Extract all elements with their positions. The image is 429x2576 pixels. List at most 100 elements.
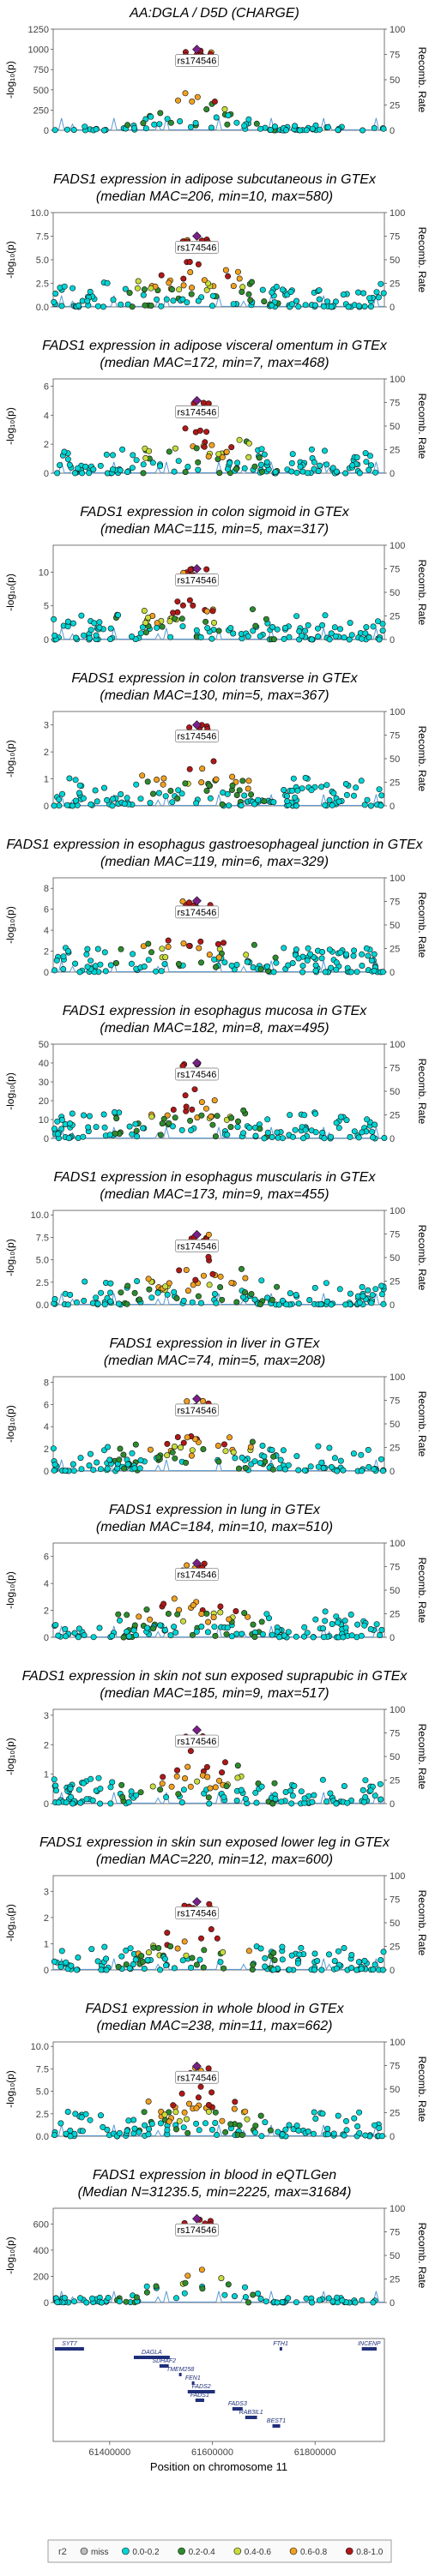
y-tick-label: 2.5 [36, 279, 49, 290]
snp-point [185, 1288, 190, 1293]
snp-point [148, 950, 154, 955]
snp-point [287, 634, 292, 639]
snp-point [371, 1967, 376, 1972]
y-axis-label: -log₁₀(p) [4, 1904, 16, 1942]
y-tick-label: 750 [33, 65, 49, 75]
snp-point [249, 279, 254, 285]
snp-point [157, 122, 162, 127]
snp-point [160, 1120, 165, 1126]
snp-point [173, 2127, 178, 2132]
snp-point [202, 2121, 208, 2126]
snp-point [226, 112, 231, 117]
gene-label: FADS3 [228, 2401, 247, 2407]
snp-point [87, 635, 92, 640]
snp-point [334, 1966, 339, 1971]
snp-point [80, 2129, 85, 2134]
snp-point [245, 786, 251, 791]
snp-point [95, 303, 100, 309]
recomb-axis-label: Recomb. Rate [416, 1558, 428, 1624]
lead-snp-label: rs174546 [178, 2073, 217, 2083]
panel-subtitle: (median MAC=119, min=6, max=329) [100, 855, 329, 869]
snp-point [213, 1633, 218, 1638]
snp-point [220, 1297, 225, 1302]
snp-point [73, 778, 78, 783]
snp-point [362, 802, 367, 808]
snp-point [327, 637, 332, 642]
snp-point [100, 304, 106, 309]
snp-point [64, 802, 69, 808]
snp-point [357, 1300, 362, 1305]
snp-point [372, 1793, 378, 1798]
y-tick-label: 200 [33, 2272, 49, 2282]
snp-point [303, 628, 308, 633]
snp-point [272, 1780, 277, 1786]
snp-point [221, 1442, 227, 1447]
snp-point [82, 1298, 87, 1303]
snp-point [210, 1122, 215, 1127]
recomb-tick-label: 0 [390, 1799, 395, 1810]
snp-point [294, 470, 299, 475]
y-tick-label: 0 [44, 1467, 49, 1477]
snp-point [169, 286, 174, 291]
snp-point [317, 287, 322, 292]
snp-point [195, 94, 200, 99]
panel-subtitle: (median MAC=173, min=9, max=455) [100, 1187, 329, 1202]
snp-point [360, 128, 365, 133]
legend-swatch [122, 2548, 129, 2555]
panel-5: FADS1 expression in colon transverse in … [4, 671, 428, 812]
snp-point [51, 1126, 57, 1132]
recomb-axis-label: Recomb. Rate [416, 1225, 428, 1291]
snp-point [61, 966, 66, 971]
snp-point [188, 1748, 193, 1753]
snp-point [65, 948, 70, 953]
snp-point [363, 1794, 368, 1799]
gene-BEST1 [273, 2424, 281, 2428]
snp-point [347, 620, 353, 625]
y-tick-label: 1250 [28, 25, 49, 35]
snp-point [77, 2296, 82, 2301]
snp-point [216, 1778, 221, 1783]
snp-point [335, 1620, 340, 1625]
snp-point [269, 303, 275, 308]
snp-point [347, 1291, 353, 1296]
snp-point [212, 1624, 217, 1630]
snp-point [334, 1801, 339, 1806]
snp-point [380, 627, 385, 633]
gene-TMEM258 [179, 2373, 182, 2376]
snp-point [205, 1774, 210, 1780]
recomb-tick-label: 0 [390, 2298, 395, 2309]
panel-title: FADS1 expression in adipose visceral ome… [42, 339, 388, 353]
snp-point [313, 968, 318, 973]
snp-point [207, 783, 212, 788]
snp-point [146, 958, 151, 963]
recomb-tick-label: 100 [390, 1705, 405, 1715]
snp-point [239, 289, 245, 294]
snp-point [199, 1113, 204, 1118]
snp-point [382, 1135, 387, 1140]
snp-point [110, 796, 115, 802]
snp-point [359, 1452, 364, 1457]
snp-point [135, 285, 140, 291]
snp-point [366, 296, 372, 301]
snp-point [378, 1283, 384, 1288]
snp-point [293, 1127, 298, 1132]
snp-point [227, 803, 232, 808]
snp-point [142, 303, 148, 308]
snp-point [157, 1786, 162, 1792]
snp-point [76, 303, 81, 308]
recomb-tick-label: 0 [390, 968, 395, 978]
snp-point [140, 773, 145, 778]
snp-point [198, 1936, 203, 1941]
snp-point [359, 778, 364, 784]
snp-point [225, 122, 230, 127]
snp-point [108, 626, 113, 631]
snp-point [171, 1624, 176, 1629]
snp-point [329, 1464, 334, 1469]
snp-point [355, 290, 360, 295]
snp-point [253, 1790, 258, 1795]
snp-point [222, 106, 227, 111]
snp-point [324, 299, 329, 304]
snp-point [190, 1448, 195, 1453]
snp-point [246, 291, 251, 297]
snp-point [70, 621, 76, 626]
